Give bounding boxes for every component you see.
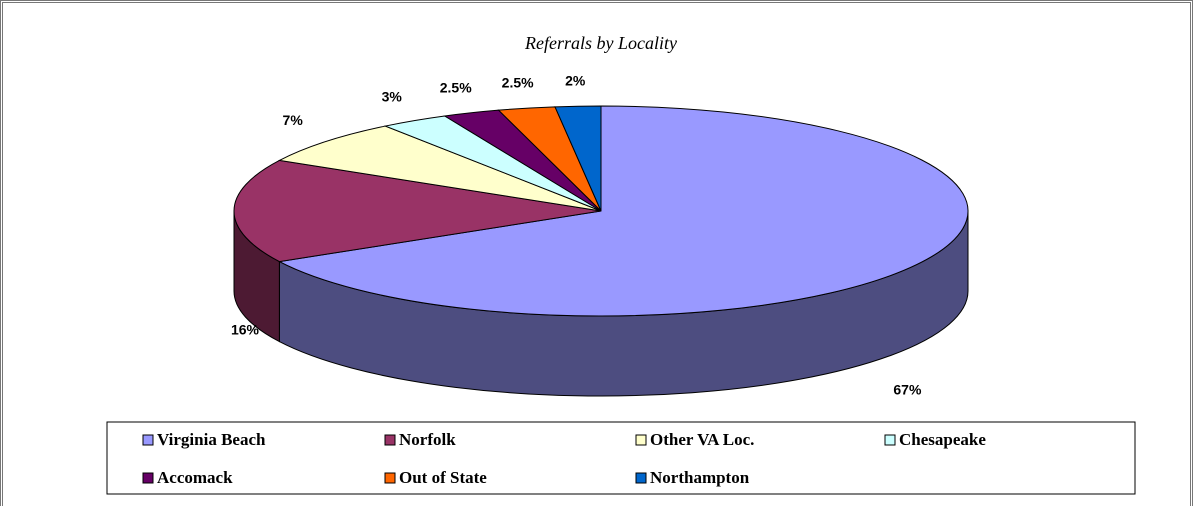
legend-label: Out of State bbox=[399, 468, 487, 487]
data-label: 2.5% bbox=[440, 80, 472, 96]
legend-label: Virginia Beach bbox=[157, 430, 266, 449]
data-label: 67% bbox=[893, 382, 922, 398]
data-label: 2% bbox=[565, 72, 586, 88]
chart-title: Referrals by Locality bbox=[524, 33, 677, 53]
legend-label: Northampton bbox=[650, 468, 750, 487]
slice bbox=[277, 125, 602, 212]
legend-label: Other VA Loc. bbox=[650, 430, 754, 449]
data-label: 7% bbox=[283, 112, 304, 128]
legend-label: Accomack bbox=[157, 468, 233, 487]
data-label: 16% bbox=[231, 322, 260, 338]
slice bbox=[554, 105, 602, 212]
slice bbox=[277, 105, 969, 317]
legend-box bbox=[106, 421, 1136, 495]
legend-swatch bbox=[635, 434, 647, 446]
data-label: 2.5% bbox=[502, 75, 534, 91]
legend-label: Chesapeake bbox=[899, 430, 986, 449]
legend-swatch bbox=[142, 434, 154, 446]
legend-swatch bbox=[884, 434, 896, 446]
legend-swatch bbox=[142, 472, 154, 484]
legend-swatch bbox=[384, 472, 396, 484]
slice bbox=[233, 159, 602, 263]
legend-swatch bbox=[384, 434, 396, 446]
legend-swatch bbox=[635, 472, 647, 484]
data-label: 3% bbox=[382, 88, 403, 104]
legend-label: Norfolk bbox=[399, 430, 456, 449]
